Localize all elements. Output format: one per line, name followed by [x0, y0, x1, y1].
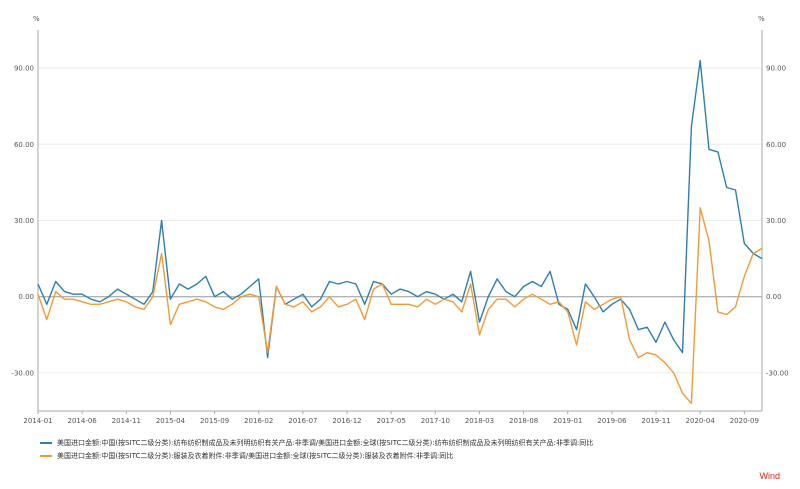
y-tick-label-right: 90.00 — [766, 65, 786, 73]
x-tick-label: 2016-12 — [332, 417, 361, 425]
y-tick-label-right: 0.00 — [766, 293, 782, 301]
y-tick-label-left: 90.00 — [14, 65, 34, 73]
legend: 美国进口金额:中国(按SITC二级分类):纺布纺织制成品及未列明纺织有关产品:非… — [40, 436, 760, 462]
legend-swatch-1 — [40, 441, 52, 444]
y-tick-label-left: 60.00 — [14, 141, 34, 149]
series-line-2 — [37, 207, 763, 405]
y-tick-label-left: 0.00 — [18, 293, 34, 301]
x-tick-label: 2020-04 — [686, 417, 716, 425]
y-tick-label-left: -30.00 — [11, 369, 34, 377]
y-ticks-left: -30.00 0.00 30.00 60.00 90.00 — [11, 65, 34, 378]
brand-logo: Wind — [759, 471, 780, 481]
series-layer — [37, 59, 763, 405]
x-tick-label: 2016-02 — [244, 417, 273, 425]
x-tick-label: 2019-06 — [597, 417, 627, 425]
legend-label-2: 美国进口金额:中国(按SITC二级分类):服装及衣着附件:非季调/美国进口金额:… — [57, 451, 454, 460]
x-tick-label: 2018-08 — [509, 417, 538, 425]
legend-swatch-2 — [40, 454, 52, 457]
x-tick-label: 2015-04 — [156, 417, 186, 425]
x-tick-label: 2019-01 — [553, 417, 582, 425]
x-tick-label: 2016-07 — [288, 417, 317, 425]
right-unit-label: % — [758, 15, 765, 23]
left-unit-label: % — [33, 15, 40, 23]
x-tick-label: 2014-11 — [112, 417, 141, 425]
x-tick-label: 2018-03 — [465, 417, 494, 425]
series-line-1 — [37, 59, 763, 359]
x-tick-label: 2015-09 — [200, 417, 229, 425]
legend-item-series-1[interactable]: 美国进口金额:中国(按SITC二级分类):纺布纺织制成品及未列明纺织有关产品:非… — [40, 436, 760, 449]
y-tick-label-left: 30.00 — [14, 217, 34, 225]
x-tick-label: 2019-11 — [641, 417, 670, 425]
legend-item-series-2[interactable]: 美国进口金额:中国(按SITC二级分类):服装及衣着附件:非季调/美国进口金额:… — [40, 449, 760, 462]
x-tick-label: 2017-10 — [421, 417, 450, 425]
legend-label-1: 美国进口金额:中国(按SITC二级分类):纺布纺织制成品及未列明纺织有关产品:非… — [57, 438, 594, 447]
x-tick-label: 2017-05 — [377, 417, 406, 425]
x-tick-label: 2014-06 — [68, 417, 98, 425]
x-tick-label: 2020-09 — [730, 417, 759, 425]
x-ticks: 2014-01 2014-06 2014-11 2015-04 2015-09 2016-… — [23, 411, 759, 425]
y-tick-label-right: -30.00 — [766, 369, 789, 377]
x-tick-label: 2014-01 — [23, 417, 52, 425]
y-tick-label-right: 60.00 — [766, 141, 786, 149]
y-ticks-right: -30.00 0.00 30.00 60.00 90.00 — [766, 65, 789, 378]
y-tick-label-right: 30.00 — [766, 217, 786, 225]
gridlines — [38, 67, 762, 374]
